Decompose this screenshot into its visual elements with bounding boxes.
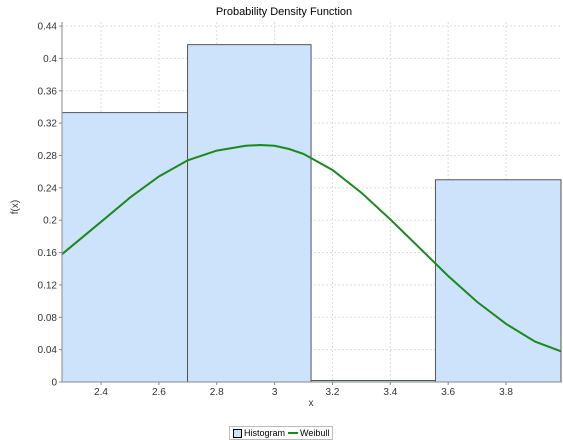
y-tick-label: 0 [51, 378, 57, 389]
x-axis-title: x [309, 398, 314, 409]
weibull-swatch [288, 432, 299, 434]
y-tick-label: 0.24 [38, 183, 58, 194]
y-tick-label: 0.44 [38, 22, 58, 33]
y-tick-label: 0.16 [38, 248, 58, 259]
plot-area: 0 0.04 0.08 0.12 0.16 0.2 0.24 0.28 0.32 0.36 0.4 0… [38, 22, 562, 398]
legend: Histogram Weibull [229, 426, 334, 440]
histogram-bar [434, 179, 562, 383]
legend-item-histogram: Histogram [233, 428, 285, 438]
x-tick-label: 2.4 [94, 387, 108, 398]
y-tick-label: 0.28 [38, 151, 58, 162]
y-tick-label: 0.08 [38, 313, 58, 324]
x-tick-label: 2.8 [210, 387, 224, 398]
histogram-bar [61, 112, 189, 383]
legend-label-weibull: Weibull [300, 428, 330, 438]
y-tick-label: 0.12 [38, 280, 58, 291]
y-tick-label: 0.36 [38, 86, 58, 97]
x-tick-label: 3.8 [499, 387, 513, 398]
y-tick-label: 0.4 [43, 54, 57, 65]
x-tick-label: 3.2 [326, 387, 340, 398]
y-tick-label: 0.32 [38, 119, 58, 130]
y-axis-title: f(x) [10, 200, 21, 214]
legend-label-histogram: Histogram [244, 428, 286, 438]
histogram-bar [187, 44, 312, 383]
x-tick-label: 3.4 [383, 387, 397, 398]
x-tick-label: 3 [272, 387, 278, 398]
y-tick-label: 0.2 [43, 216, 57, 227]
chart-title: Probability Density Function [216, 6, 352, 18]
histogram-swatch [233, 428, 242, 438]
x-tick-label: 2.6 [152, 387, 166, 398]
legend-item-weibull: Weibull [288, 428, 329, 438]
x-tick-label: 3.6 [441, 387, 455, 398]
weibull-curve [61, 143, 562, 353]
y-tick-label: 0.04 [38, 345, 58, 356]
